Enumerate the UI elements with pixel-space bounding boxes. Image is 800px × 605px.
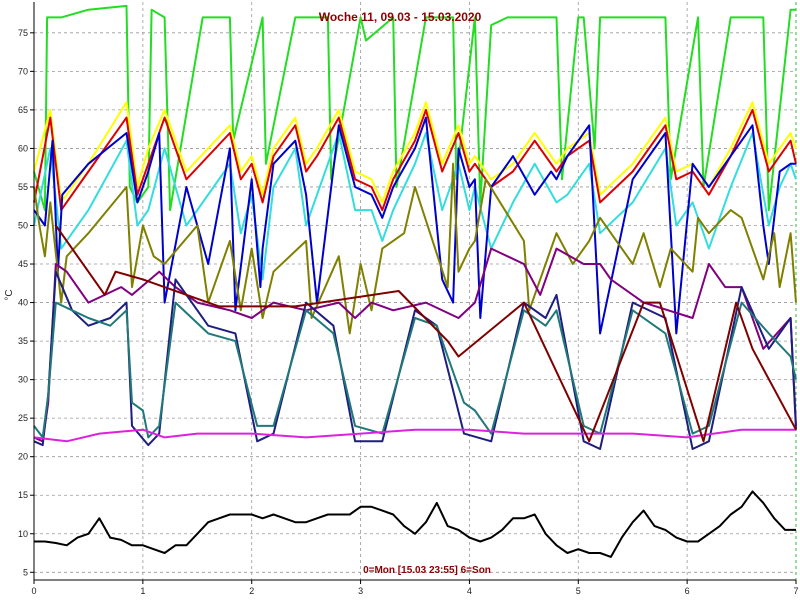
y-tick-label: 20 [18, 452, 28, 462]
y-tick-label: 55 [18, 182, 28, 192]
series-line-4 [33, 116, 796, 335]
series-line-2 [33, 108, 797, 212]
y-tick-label: 75 [18, 28, 28, 38]
y-tick-label: 50 [18, 220, 28, 230]
x-tick-label: 6 [685, 586, 690, 596]
series-line-8 [33, 301, 797, 439]
series-line-9 [33, 428, 796, 443]
x-tick-label: 0 [31, 586, 36, 596]
x-tick-label: 3 [358, 586, 363, 596]
x-tick-label: 4 [467, 586, 472, 596]
y-tick-label: 65 [18, 105, 28, 115]
x-tick-label: 2 [249, 586, 254, 596]
y-tick-label: 30 [18, 375, 28, 385]
x-tick-label: 1 [140, 586, 145, 596]
y-axis-label: °C [4, 289, 15, 300]
x-tick-label: 7 [793, 586, 798, 596]
y-tick-label: 35 [18, 336, 28, 346]
series-line-1 [33, 101, 797, 204]
series-lines [33, 4, 797, 558]
series-line-3 [33, 132, 797, 281]
series-line-0 [33, 4, 796, 212]
chart-footer: 0=Mon [15.03 23:55] 6=Son [363, 565, 491, 576]
y-tick-label: 25 [18, 413, 28, 423]
y-tick-label: 70 [18, 66, 28, 76]
series-line-5 [33, 162, 797, 335]
series-line-6 [33, 247, 797, 443]
series-line-10 [54, 224, 797, 443]
y-tick-label: 60 [18, 143, 28, 153]
x-tick-label: 5 [576, 586, 581, 596]
y-tick-label: 15 [18, 490, 28, 500]
y-tick-label: 45 [18, 259, 28, 269]
y-tick-label: 5 [23, 567, 28, 577]
y-tick-label: 40 [18, 298, 28, 308]
series-line-11 [34, 490, 796, 558]
y-tick-label: 10 [18, 529, 28, 539]
chart-title: Woche 11, 09.03 - 15.03.2020 [319, 10, 482, 24]
